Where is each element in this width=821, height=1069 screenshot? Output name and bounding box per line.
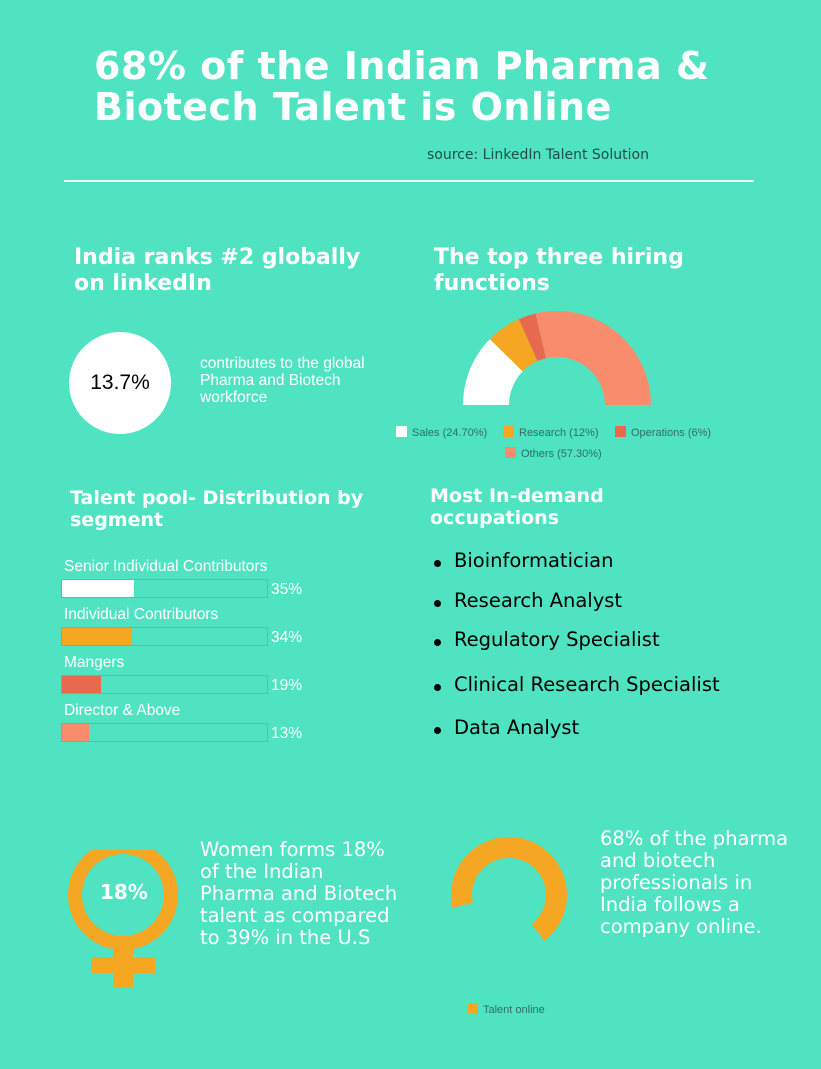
bar-fill xyxy=(62,628,133,645)
legend-item-sales: Sales (24.70%) xyxy=(396,426,487,439)
slice-operations xyxy=(518,313,547,362)
rank-description: contributes to the global Pharma and Bio… xyxy=(200,355,365,406)
slice-talent-online xyxy=(451,837,567,941)
female-symbol-icon xyxy=(68,850,178,988)
women-description: Women forms 18% of the Indian Pharma and… xyxy=(200,838,398,949)
bar-category-label: Senior Individual Contributors xyxy=(64,558,268,575)
bar-track xyxy=(61,579,268,598)
talent-pool-bar-chart: Senior Individual Contributors 35% Individ… xyxy=(61,558,341,758)
bar-value-label: 34% xyxy=(271,629,303,646)
bar-track xyxy=(61,723,268,742)
occupation-item: Data Analyst xyxy=(432,716,579,739)
bar-track xyxy=(61,627,268,646)
rank-stat-circle: 13.7% xyxy=(69,332,171,434)
legend-swatch xyxy=(396,426,407,437)
hiring-heading: The top three hiring functions xyxy=(434,245,684,296)
legend-label: Research (12%) xyxy=(519,427,599,439)
rank-heading: India ranks #2 globally on linkedIn xyxy=(74,245,361,296)
bar-fill xyxy=(62,676,102,693)
talent-online-donut-chart xyxy=(451,837,567,941)
source-note: source: LinkedIn Talent Solution xyxy=(427,147,649,163)
bar-category-label: Mangers xyxy=(64,654,125,671)
legend-label: Operations (6%) xyxy=(631,427,712,439)
occupation-item: Clinical Research Specialist xyxy=(432,673,720,696)
bar-fill xyxy=(62,580,135,597)
legend-swatch xyxy=(615,426,626,437)
legend-item-operations: Operations (6%) xyxy=(615,426,711,439)
slice-research xyxy=(489,319,538,372)
header-divider xyxy=(64,180,754,182)
occupation-item: Bioinformatician xyxy=(432,549,613,572)
occupation-item: Regulatory Specialist xyxy=(432,628,660,651)
bar-value-label: 35% xyxy=(271,581,303,598)
legend-label: Talent online xyxy=(483,1004,545,1016)
rank-stat-value: 13.7% xyxy=(90,371,150,394)
bar-fill xyxy=(62,724,89,741)
women-percent: 18% xyxy=(100,880,148,904)
talent-pool-heading: Talent pool- Distribution by segment xyxy=(70,487,364,531)
legend-item-research: Research (12%) xyxy=(503,426,598,439)
bar-value-label: 13% xyxy=(271,725,303,742)
legend-swatch xyxy=(505,447,516,458)
legend-label: Sales (24.70%) xyxy=(412,427,488,439)
legend-swatch xyxy=(503,426,514,437)
page-title: 68% of the Indian Pharma & Biotech Talen… xyxy=(94,44,710,129)
occupations-heading: Most In-demand occupations xyxy=(430,485,604,529)
legend-swatch xyxy=(467,1003,478,1014)
online-description: 68% of the pharma and biotech profession… xyxy=(600,827,789,938)
hiring-semi-donut-chart xyxy=(463,311,651,405)
bar-track xyxy=(61,675,268,694)
legend-item-others: Others (57.30%) xyxy=(505,447,602,460)
occupation-item: Research Analyst xyxy=(432,589,622,612)
slice-sales xyxy=(463,339,523,405)
bar-category-label: Individual Contributors xyxy=(64,606,219,623)
bar-value-label: 19% xyxy=(271,677,303,694)
slice-others xyxy=(535,311,651,405)
bar-category-label: Director & Above xyxy=(64,702,181,719)
online-legend: Talent online xyxy=(467,1003,545,1016)
legend-label: Others (57.30%) xyxy=(521,448,602,460)
